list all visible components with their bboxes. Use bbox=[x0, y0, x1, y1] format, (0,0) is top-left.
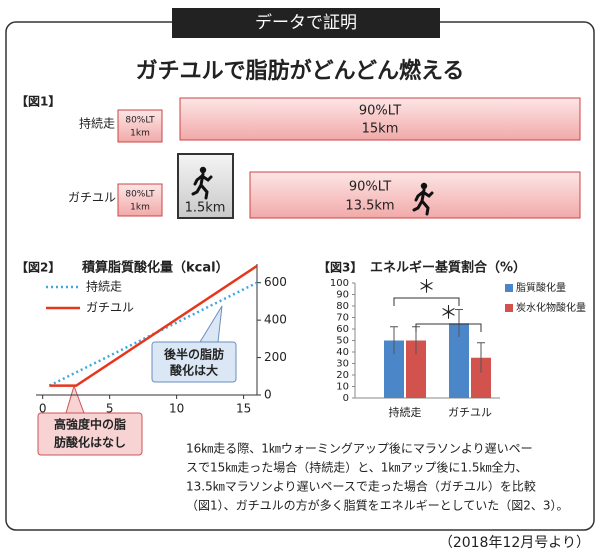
legend-label: 炭水化物酸化量 bbox=[516, 301, 586, 314]
warmup-text: 80%LT bbox=[125, 190, 155, 200]
y-tick-label: 200 bbox=[264, 350, 287, 364]
banner-text: データで証明 bbox=[255, 12, 357, 33]
error-bar bbox=[455, 308, 463, 338]
description-line: 16㎞走る際、1㎞ウォーミングアップ後にマラソンより遅いペー bbox=[186, 442, 533, 456]
callout-text: 酸化は大 bbox=[170, 363, 218, 378]
callout-text: 肪酸化はなし bbox=[54, 435, 126, 450]
chart-title: 積算脂質酸化量（kcal） bbox=[81, 260, 229, 276]
significance-mark: ＊ bbox=[418, 277, 436, 298]
source: （2018年12月号より） bbox=[439, 535, 590, 551]
y-tick-label: 90 bbox=[336, 290, 349, 301]
warmup-box bbox=[117, 109, 163, 143]
x-tick-label: 0 bbox=[39, 402, 47, 416]
row-label: 持続走 bbox=[79, 116, 115, 131]
y-tick-label: 100 bbox=[330, 278, 349, 289]
warmup-text: 1km bbox=[130, 129, 150, 139]
sprint-box bbox=[177, 153, 234, 219]
significance-mark: ＊ bbox=[440, 303, 458, 324]
significance-bracket bbox=[393, 297, 460, 306]
legend-label: ガチユル bbox=[86, 301, 134, 315]
error-bar bbox=[390, 326, 398, 355]
fig-label: 【図2】 bbox=[16, 260, 60, 275]
callout-text: 後半の脂肪 bbox=[164, 347, 224, 362]
y-tick-label: 20 bbox=[336, 370, 349, 381]
y-tick-label: 0 bbox=[343, 393, 349, 404]
x-tick-label: 持続走 bbox=[389, 405, 422, 419]
bar bbox=[406, 340, 426, 398]
fig-label: 【図1】 bbox=[16, 94, 60, 109]
y-tick-label: 10 bbox=[336, 382, 349, 393]
callout bbox=[37, 412, 143, 456]
main-text: 15km bbox=[362, 122, 399, 137]
y-tick-label: 600 bbox=[264, 275, 287, 289]
banner bbox=[172, 8, 440, 38]
legend-swatch bbox=[505, 304, 513, 312]
bar bbox=[471, 357, 491, 398]
x-tick-label: ガチユル bbox=[448, 406, 492, 419]
description-line: 13.5㎞マラソンより遅いペースで走った場合（ガチユル）を比較 bbox=[186, 479, 536, 494]
y-tick-label: 80 bbox=[336, 301, 349, 312]
warmup-text: 1km bbox=[130, 203, 150, 213]
x-tick-label: 10 bbox=[169, 402, 184, 416]
error-bar bbox=[477, 342, 485, 373]
y-tick-label: 60 bbox=[336, 324, 349, 335]
y-tick-label: 0 bbox=[264, 388, 272, 402]
row-label: ガチユル bbox=[68, 191, 116, 205]
sprint-text: 1.5km bbox=[185, 201, 226, 216]
warmup-text: 80%LT bbox=[125, 116, 155, 126]
chart-title: エネルギー基質割合（%） bbox=[370, 260, 526, 276]
bar bbox=[449, 323, 469, 398]
y-tick-label: 40 bbox=[336, 347, 349, 358]
x-tick-label: 5 bbox=[106, 402, 114, 416]
warmup-box bbox=[117, 183, 163, 217]
main-box bbox=[179, 97, 581, 141]
y-tick-label: 30 bbox=[336, 359, 349, 370]
y-tick-label: 400 bbox=[264, 313, 287, 327]
y-tick-label: 70 bbox=[336, 313, 349, 324]
callout-text: 高強度中の脂 bbox=[54, 417, 126, 432]
description-line: （図1）、ガチユルの方が多く脂質をエネルギーとしていた（図2、3）。 bbox=[186, 498, 569, 513]
x-tick-label: 15 bbox=[236, 402, 251, 416]
fig-label: 【図3】 bbox=[318, 260, 362, 275]
legend-swatch bbox=[505, 284, 513, 292]
legend-label: 持続走 bbox=[86, 279, 122, 294]
main-text: 90%LT bbox=[359, 104, 401, 119]
bar bbox=[384, 340, 404, 398]
title: ガチユルで脂肪がどんどん燃える bbox=[136, 58, 465, 84]
description-line: スで15㎞走った場合（持続走）と、1㎞アップ後に1.5㎞全力、 bbox=[186, 460, 528, 475]
significance-bracket bbox=[415, 323, 482, 332]
y-tick-label: 50 bbox=[336, 336, 349, 347]
legend-label: 脂質酸化量 bbox=[516, 281, 566, 294]
line-series bbox=[49, 264, 258, 387]
main-text: 90%LT bbox=[349, 180, 391, 195]
callout bbox=[151, 341, 237, 383]
main-text: 13.5km bbox=[345, 199, 394, 214]
